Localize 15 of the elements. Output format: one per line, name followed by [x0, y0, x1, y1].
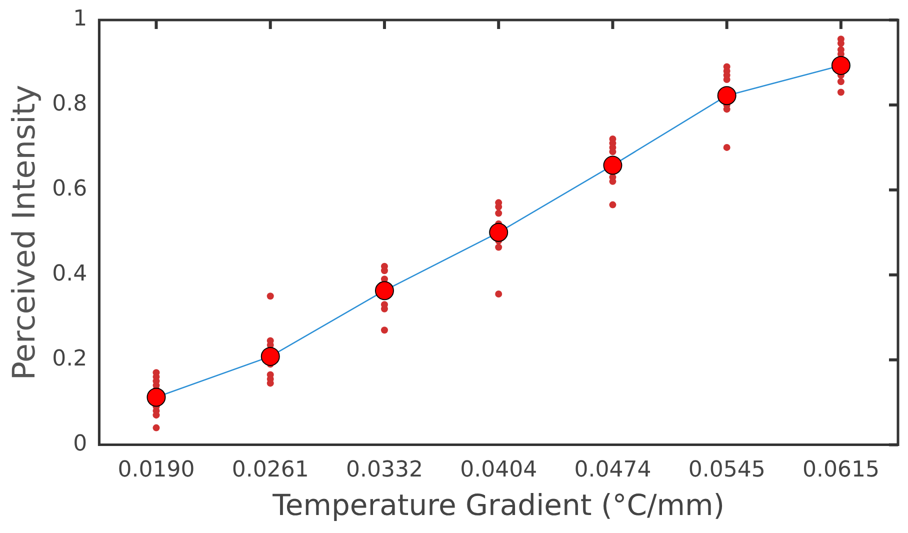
x-tick-label: 0.0190	[118, 458, 195, 483]
x-tick-label: 0.0261	[232, 458, 309, 483]
x-tick-label: 0.0545	[688, 458, 766, 483]
y-axis-title: Perceived Intensity	[6, 84, 43, 380]
x-tick-label: 0.0404	[460, 458, 538, 483]
x-axis-title: Temperature Gradient (°C/mm)	[272, 488, 725, 522]
y-tick-label: 1	[73, 6, 88, 32]
x-tick-label: 0.0332	[346, 458, 423, 483]
y-tick-label: 0.6	[52, 176, 88, 202]
y-tick-label: 0.8	[52, 92, 88, 117]
y-tick-label: 0.4	[52, 262, 88, 287]
y-tick-label: 0	[73, 432, 88, 457]
y-tick-label: 0.2	[52, 346, 88, 372]
x-tick-label: 0.0615	[802, 458, 880, 483]
x-tick-label: 0.0474	[574, 458, 652, 483]
